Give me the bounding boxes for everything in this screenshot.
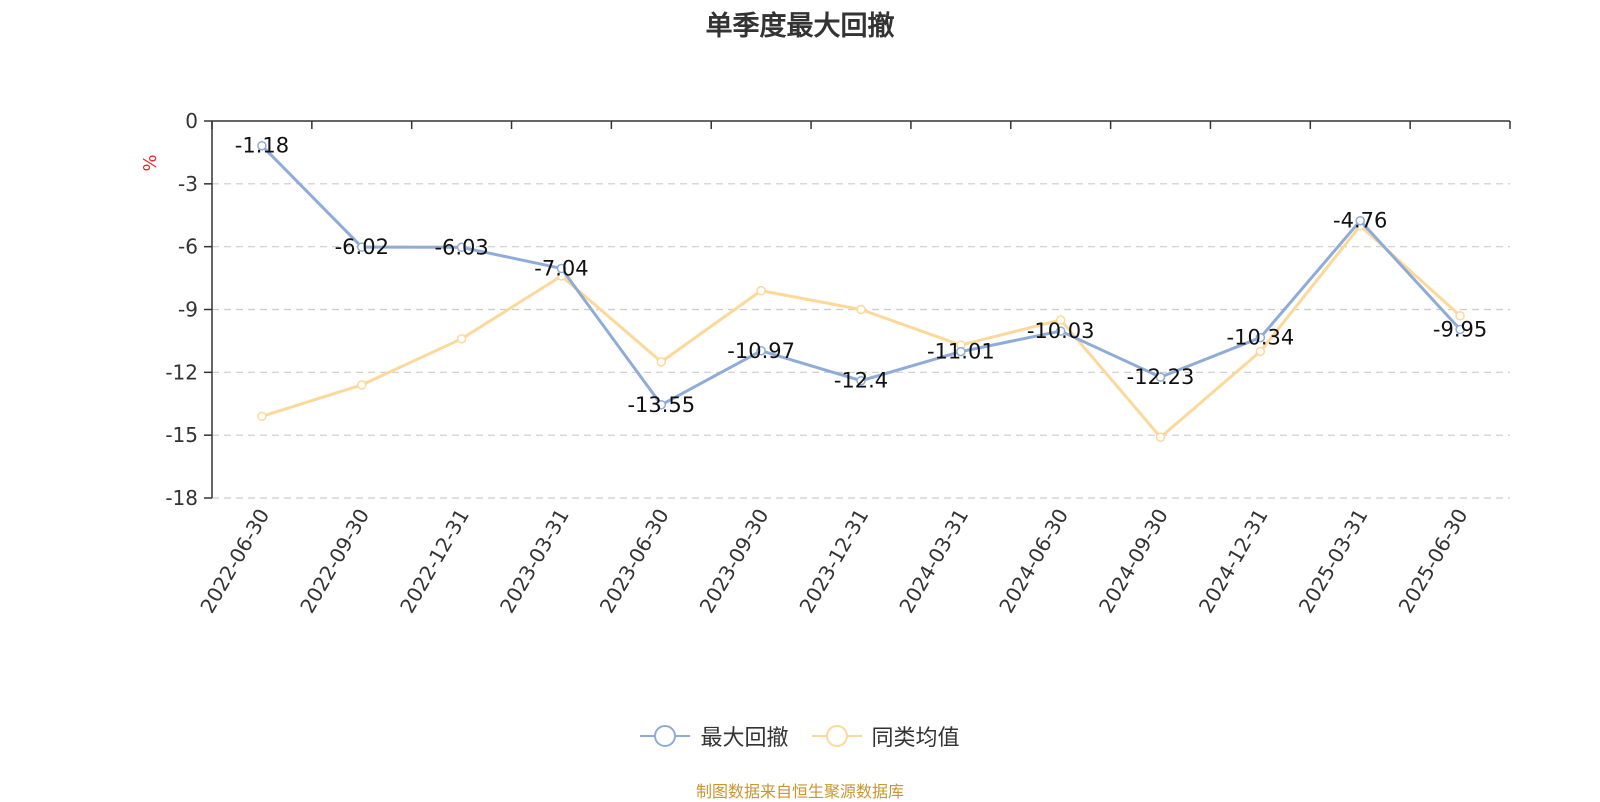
- axes: 0 -3 -6 -9 -12 -15 -18% 2022-06-30 2022-09-30 202…: [140, 109, 1511, 618]
- legend: 最大回撤 同类均值: [0, 720, 1600, 754]
- data-point: [856, 375, 866, 386]
- data-label: -9.95: [1433, 317, 1487, 341]
- x-tick-label: 2023-03-31: [495, 505, 574, 618]
- data-point: [656, 400, 667, 410]
- data-labels: -1.18 -6.02 -6.03 -7.04 -13.55 -10.97 -12.4 -11…: [235, 134, 1487, 417]
- y-tick-label: -3: [178, 172, 198, 196]
- y-tick-label: -12: [165, 360, 198, 384]
- x-tick-label: 2022-09-30: [295, 505, 374, 618]
- data-point: [357, 242, 367, 252]
- data-point: [257, 140, 267, 151]
- x-tick-label: 2025-06-30: [1394, 505, 1473, 618]
- legend-label: 最大回撤: [700, 726, 789, 751]
- x-tick-label: 2025-03-31: [1294, 505, 1373, 618]
- x-tick-label: 2022-06-30: [195, 505, 274, 618]
- data-point: [257, 411, 267, 422]
- data-point: [556, 263, 567, 274]
- x-tick-label: 2023-12-31: [794, 505, 873, 618]
- data-label: -12.4: [834, 369, 888, 393]
- data-point: [357, 380, 367, 390]
- x-tick-label: 2024-03-31: [894, 505, 973, 618]
- data-point: [956, 346, 966, 357]
- data-point: [1255, 346, 1266, 357]
- data-point: [856, 304, 866, 315]
- line-chart: 0 -3 -6 -9 -12 -15 -18% 2022-06-30 2022-09-30 202…: [140, 109, 1511, 618]
- grid-lines: [212, 183, 1510, 499]
- data-point: [756, 346, 766, 356]
- data-point: [456, 242, 467, 253]
- data-label: -4.76: [1333, 209, 1387, 233]
- data-point: [656, 357, 667, 367]
- legend-label: 同类均值: [871, 726, 960, 751]
- data-point: [756, 285, 766, 296]
- data-label: -6.02: [335, 235, 389, 259]
- legend-item-max-drawdown[interactable]: 最大回撤: [640, 720, 789, 752]
- x-tick-label: 2024-12-31: [1194, 505, 1273, 618]
- data-label: -13.55: [627, 393, 695, 417]
- y-tick-label: -9: [178, 298, 198, 322]
- legend-item-peer-average[interactable]: 同类均值: [811, 720, 960, 752]
- source-note: 制图数据来自恒生聚源数据库: [695, 782, 904, 801]
- data-point: [1255, 332, 1266, 343]
- data-label: -11.01: [927, 340, 995, 364]
- x-tick-label: 2024-09-30: [1094, 505, 1173, 618]
- legend-marker-icon: [811, 725, 862, 747]
- data-label: -6.03: [434, 235, 488, 259]
- data-label: -10.34: [1227, 326, 1295, 350]
- y-tick-label: -6: [178, 235, 198, 259]
- chart-title: 单季度最大回撤: [705, 11, 895, 42]
- y-tick-label: 0: [185, 109, 198, 133]
- data-label: -12.23: [1127, 365, 1195, 389]
- data-point: [1155, 432, 1166, 443]
- data-point: [1055, 326, 1066, 336]
- data-point: [1155, 372, 1166, 382]
- x-tick-label: 2023-09-30: [695, 505, 774, 618]
- data-label: -10.03: [1027, 319, 1095, 343]
- data-label: -7.04: [534, 256, 588, 280]
- data-point: [1455, 324, 1465, 335]
- series-lines: [257, 140, 1465, 443]
- data-label: -10.97: [727, 339, 795, 363]
- x-tick-label: 2022-12-31: [395, 504, 474, 617]
- x-tick-label: 2023-06-30: [595, 505, 674, 618]
- series-line-max-drawdown: [260, 144, 1462, 407]
- data-point: [1055, 315, 1066, 325]
- data-point: [1455, 311, 1465, 321]
- legend-marker-icon: [640, 725, 691, 747]
- data-point: [456, 334, 467, 344]
- y-axis-unit: %: [140, 154, 161, 171]
- y-tick-label: -18: [165, 486, 198, 510]
- data-point: [1355, 215, 1365, 226]
- y-tick-label: -15: [165, 423, 198, 447]
- data-label: -1.18: [235, 134, 289, 158]
- x-tick-label: 2024-06-30: [994, 505, 1073, 618]
